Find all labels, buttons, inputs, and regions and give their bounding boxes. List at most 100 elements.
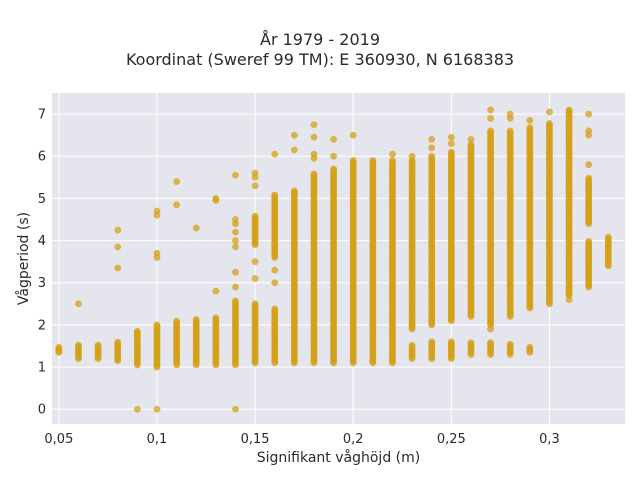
data-point <box>487 114 494 122</box>
data-point <box>428 144 436 152</box>
y-tick-label: 3 <box>38 276 46 291</box>
data-point <box>232 297 239 305</box>
data-point <box>585 174 593 182</box>
data-point <box>94 341 102 349</box>
data-point <box>212 195 220 202</box>
data-point <box>173 201 181 209</box>
data-point <box>114 226 122 234</box>
data-point <box>75 300 82 308</box>
data-point <box>506 127 514 135</box>
data-point <box>290 146 298 154</box>
y-tick-label: 1 <box>38 361 46 376</box>
data-point <box>133 405 141 413</box>
data-point <box>232 216 239 223</box>
data-point <box>271 305 279 313</box>
data-point <box>467 339 475 347</box>
y-tick-label: 6 <box>38 150 46 165</box>
data-point <box>447 338 455 346</box>
data-point <box>428 152 436 160</box>
data-point <box>271 150 279 158</box>
data-point <box>408 341 416 349</box>
data-point <box>271 191 279 199</box>
data-point <box>153 249 161 257</box>
data-point <box>565 106 573 114</box>
data-point <box>585 110 593 118</box>
data-point <box>232 171 239 179</box>
data-point <box>487 106 494 114</box>
x-tick-label: 0,2 <box>343 432 364 447</box>
data-point <box>447 140 455 147</box>
data-point <box>447 148 455 156</box>
data-point <box>310 150 318 158</box>
data-point <box>153 405 161 413</box>
data-point <box>114 243 122 251</box>
data-point <box>330 165 337 173</box>
data-point <box>232 228 239 236</box>
data-point <box>251 182 259 190</box>
x-tick-label: 0,05 <box>44 432 73 447</box>
data-point <box>75 341 82 349</box>
data-point <box>192 316 200 323</box>
data-point <box>251 212 259 220</box>
data-point <box>565 296 573 304</box>
x-axis-label: Signifikant våghöjd (m) <box>257 449 420 466</box>
data-point <box>585 238 593 245</box>
data-point <box>251 275 259 282</box>
data-point <box>271 266 279 274</box>
chart-title: År 1979 - 2019 <box>260 30 380 49</box>
data-point <box>251 258 259 266</box>
data-point <box>114 338 122 346</box>
data-point <box>55 343 63 351</box>
data-point <box>604 233 612 241</box>
data-point <box>467 141 475 148</box>
data-point <box>585 127 593 135</box>
x-tick-label: 0,1 <box>147 432 168 447</box>
data-point <box>526 124 534 131</box>
data-point <box>408 152 416 160</box>
y-tick-labels: 0 1 2 3 4 5 6 7 <box>38 108 46 418</box>
data-point <box>487 127 494 135</box>
data-point <box>173 178 181 185</box>
x-tick-label: 0,25 <box>437 432 466 447</box>
data-point <box>487 325 494 333</box>
data-point <box>290 131 298 139</box>
data-point <box>133 327 141 335</box>
x-tick-label: 0,15 <box>241 432 270 447</box>
data-point <box>389 150 396 158</box>
data-point <box>212 287 220 295</box>
chart-subtitle: Koordinat (Sweref 99 TM): E 360930, N 61… <box>125 50 515 69</box>
data-point <box>310 121 318 129</box>
y-tick-label: 4 <box>38 234 46 249</box>
data-point <box>506 340 514 348</box>
data-point <box>232 243 239 251</box>
data-point <box>585 216 593 223</box>
data-point <box>251 169 259 177</box>
data-point <box>349 131 357 139</box>
data-point <box>153 321 161 329</box>
data-point <box>428 135 436 143</box>
data-point <box>506 110 514 118</box>
data-point <box>526 343 534 351</box>
data-point <box>389 157 396 164</box>
data-point <box>232 237 239 244</box>
data-point <box>369 157 377 164</box>
data-point <box>330 135 337 143</box>
x-tick-labels: 0,05 0,1 0,15 0,2 0,25 0,3 <box>44 432 559 447</box>
data-point <box>310 170 318 178</box>
data-points <box>55 106 612 413</box>
data-point <box>251 300 259 308</box>
data-point <box>153 207 161 215</box>
data-point <box>546 108 553 116</box>
data-point <box>232 268 239 276</box>
data-point <box>467 135 475 143</box>
data-point <box>585 161 593 169</box>
data-point <box>310 133 318 141</box>
data-point <box>212 314 220 322</box>
y-tick-label: 0 <box>38 403 46 418</box>
y-tick-label: 2 <box>38 318 46 333</box>
data-point <box>290 187 298 195</box>
data-point <box>271 279 279 287</box>
data-point <box>428 338 436 346</box>
data-point <box>447 133 455 141</box>
